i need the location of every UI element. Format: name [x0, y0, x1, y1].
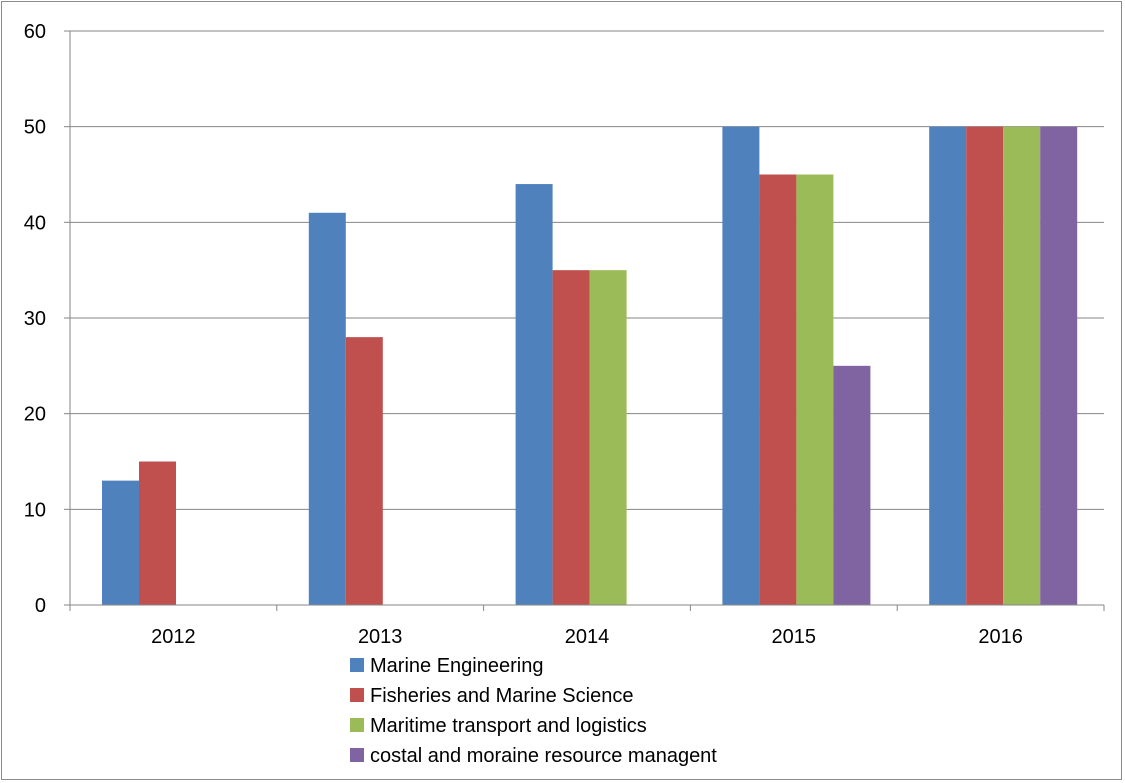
- y-tick-label: 20: [24, 404, 46, 426]
- legend-swatch-4: [350, 748, 364, 762]
- bar-2014-series-1: [515, 184, 553, 606]
- legend-swatch-3: [350, 718, 364, 732]
- legend-label-2: Fisheries and Marine Science: [370, 685, 633, 707]
- legend-label-4: costal and moraine resource managent: [370, 745, 717, 767]
- x-tick-label-2014: 2014: [565, 626, 610, 648]
- x-tick-label-2016: 2016: [978, 626, 1023, 648]
- bar-2013-series-1: [308, 212, 346, 605]
- bars: [102, 126, 1078, 606]
- legend: Marine Engineering Fisheries and Marine S…: [350, 655, 717, 767]
- bar-2016-series-2: [966, 126, 1004, 606]
- bar-2015-series-3: [796, 174, 834, 605]
- y-tick-label: 40: [24, 212, 46, 234]
- bar-2014-series-2: [552, 270, 590, 605]
- y-tick-label: 0: [35, 595, 46, 617]
- y-tick-label: 10: [24, 499, 46, 521]
- legend-label-3: Maritime transport and logistics: [370, 715, 647, 737]
- x-tick-label-2013: 2013: [358, 626, 403, 648]
- bar-2012-series-1: [102, 480, 139, 605]
- bar-2016-series-3: [1003, 126, 1041, 606]
- bar-2015-series-1: [722, 126, 760, 606]
- y-tick-label: 30: [24, 308, 46, 330]
- bar-2012-series-2: [139, 461, 176, 605]
- x-tick-label-2015: 2015: [772, 626, 817, 648]
- bar-2015-series-4: [833, 365, 871, 605]
- bar-2014-series-3: [589, 270, 627, 605]
- bar-2013-series-2: [345, 337, 383, 605]
- bar-2016-series-1: [929, 126, 967, 606]
- legend-label-1: Marine Engineering: [370, 655, 543, 677]
- axes: 0 10 20 30 40 50 60 2012 2013 2014 2015 2016: [24, 21, 1105, 648]
- y-tick-label: 50: [24, 117, 46, 139]
- legend-swatch-1: [350, 658, 364, 672]
- legend-swatch-2: [350, 688, 364, 702]
- bar-2015-series-2: [759, 174, 797, 605]
- y-tick-label: 60: [24, 21, 46, 43]
- bar-2016-series-4: [1040, 126, 1078, 606]
- x-tick-label-2012: 2012: [151, 626, 196, 648]
